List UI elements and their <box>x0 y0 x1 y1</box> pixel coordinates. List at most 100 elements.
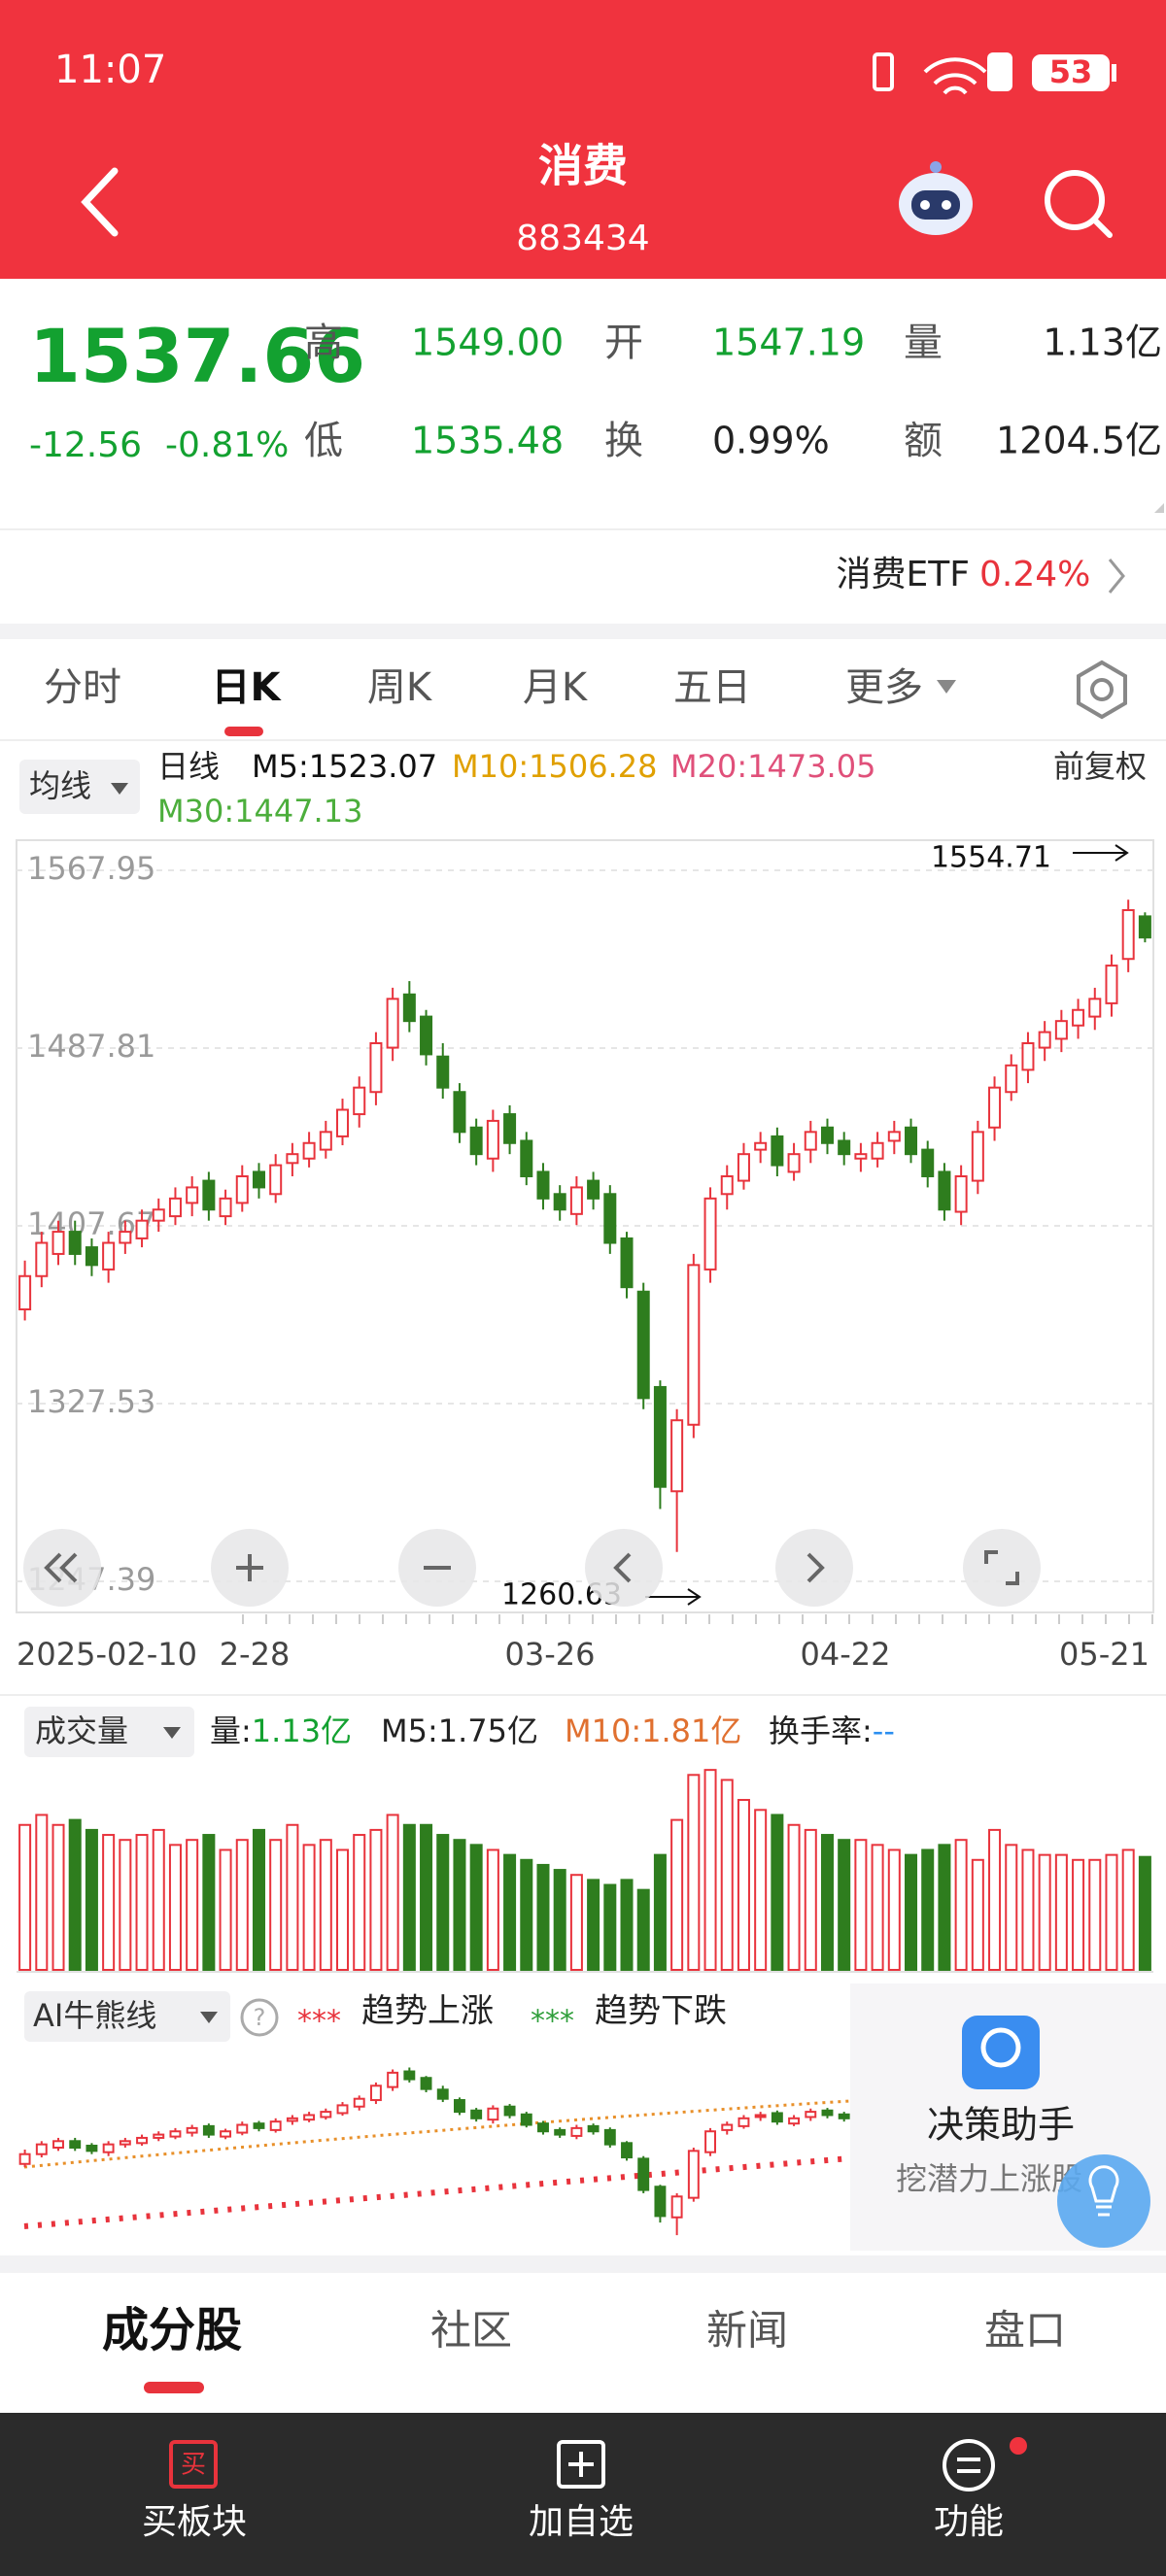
ai-selector-bg[interactable] <box>24 1991 230 2042</box>
x-tick-label: 2025-02-10 <box>17 1636 197 1673</box>
search-icon[interactable] <box>1045 170 1113 238</box>
volume-bar <box>402 1823 416 1971</box>
battery-tip <box>1112 64 1116 82</box>
volume-bar <box>636 1888 650 1972</box>
volume-bar <box>854 1839 868 1971</box>
volume-bar <box>469 1844 483 1971</box>
nav-item[interactable]: 加自选 <box>529 2502 634 2542</box>
volume-selector[interactable]: 成交量 <box>35 1712 128 1749</box>
volume-bar <box>85 1828 98 1972</box>
candle-body <box>486 1119 499 1160</box>
candle-body <box>51 1231 65 1255</box>
idea-icon <box>1088 2165 1119 2217</box>
y-tick-label: 1567.95 <box>27 850 155 887</box>
ai-selector[interactable]: AI牛熊线 <box>33 1997 156 2034</box>
volume-bar <box>102 1834 116 1972</box>
volume-bar <box>269 1839 283 1971</box>
bottom-tab[interactable]: 盘口 <box>984 2307 1066 2355</box>
field-value: 1204.5亿 <box>996 420 1162 462</box>
period-tab[interactable]: 周K <box>367 665 433 710</box>
period-tab[interactable]: 更多 <box>845 665 923 710</box>
volume-bar <box>1005 1844 1018 1971</box>
ma-selector[interactable]: 均线 <box>29 767 91 804</box>
volume-bar <box>219 1848 232 1971</box>
candle-body <box>587 2124 600 2133</box>
candle-body <box>386 998 399 1049</box>
candle-body <box>420 1015 433 1056</box>
back-button[interactable] <box>81 167 119 237</box>
candle-body <box>838 2113 850 2119</box>
candle-body <box>1005 1064 1018 1094</box>
volume-bar <box>135 1834 149 1972</box>
nav-item[interactable]: 功能 <box>934 2502 1004 2542</box>
candle-body <box>253 2122 265 2129</box>
gap <box>0 624 1166 639</box>
nav-bar <box>0 2413 1166 2576</box>
volume-bar <box>152 1828 165 1972</box>
control-icon <box>984 1550 1019 1585</box>
candle-body <box>954 1175 968 1213</box>
volume-selector-bg[interactable] <box>24 1707 194 1757</box>
x-tick-label: 03-26 <box>505 1636 596 1673</box>
chart-control[interactable] <box>775 1529 853 1607</box>
battery-level: 53 <box>1049 53 1093 90</box>
bottom-tab[interactable]: 新闻 <box>706 2307 788 2355</box>
candle-body <box>787 1153 801 1173</box>
robot-face <box>911 190 960 220</box>
etf-name: 消费ETF <box>837 555 970 594</box>
field-value: 1547.19 <box>712 322 865 364</box>
high-annotation: 1554.71 <box>931 841 1051 875</box>
period-tab[interactable]: 日K <box>212 665 283 710</box>
volume-bar <box>938 1844 951 1971</box>
candle-body <box>503 2105 516 2117</box>
candle-body <box>169 2130 182 2138</box>
period-tab[interactable]: 月K <box>523 665 589 710</box>
assistant-icon <box>962 2016 1040 2089</box>
candle-body <box>570 2126 583 2137</box>
ma-selector-arrow <box>111 783 128 795</box>
candle-body <box>186 2126 198 2134</box>
robot-icon[interactable] <box>899 161 973 235</box>
support-line <box>23 2099 851 2169</box>
x-tick-label: 04-22 <box>801 1636 891 1673</box>
candle-body <box>320 2111 332 2118</box>
chart-control[interactable] <box>585 1529 663 1607</box>
header-title: 消费 <box>538 140 628 192</box>
notification-dot <box>1010 2437 1027 2455</box>
volume-bar <box>453 1839 466 1971</box>
period-tabs: 分时 日K 周K 月K 五日 更多 <box>44 665 923 736</box>
volume-bar <box>754 1809 768 1971</box>
bottom-tab[interactable]: 社区 <box>430 2307 512 2355</box>
etf-chevron[interactable] <box>1108 559 1125 593</box>
candle-body <box>136 2136 148 2145</box>
volume-bar <box>653 1853 667 1972</box>
candle-body <box>487 2107 499 2121</box>
volume-bar <box>420 1823 433 1971</box>
candle-body <box>670 1419 684 1493</box>
volume-bar <box>235 1839 249 1971</box>
gap <box>0 2255 1166 2273</box>
volume-legend-label: 量: <box>210 1712 252 1749</box>
candle-body <box>202 1179 216 1211</box>
help-icon[interactable] <box>240 1998 279 2037</box>
candle-body <box>788 2117 801 2125</box>
volume-bar <box>620 1879 634 1971</box>
nav-item[interactable]: 买板块 <box>142 2502 247 2542</box>
field-label: 开 <box>604 321 643 365</box>
bottom-tab[interactable]: 成分股 <box>102 2303 242 2357</box>
chart-controls <box>23 1529 1041 1607</box>
control-icon <box>806 1552 825 1583</box>
volume-legend-item: 换手率:-- <box>769 1712 895 1749</box>
volume-bar <box>971 1858 984 1972</box>
price-adjust[interactable]: 前复权 <box>1053 748 1147 785</box>
period-tab[interactable]: 分时 <box>44 665 121 710</box>
change: -12.56 <box>29 425 142 465</box>
volume-bar <box>68 1818 82 1971</box>
period-tab[interactable]: 五日 <box>673 665 751 710</box>
volume-bar <box>353 1834 366 1972</box>
ma-selector-bg[interactable] <box>19 760 140 814</box>
volume-bar <box>1121 1848 1135 1971</box>
search-lens <box>1045 170 1105 230</box>
settings-icon[interactable] <box>1077 660 1127 720</box>
chart-control[interactable] <box>963 1529 1041 1607</box>
